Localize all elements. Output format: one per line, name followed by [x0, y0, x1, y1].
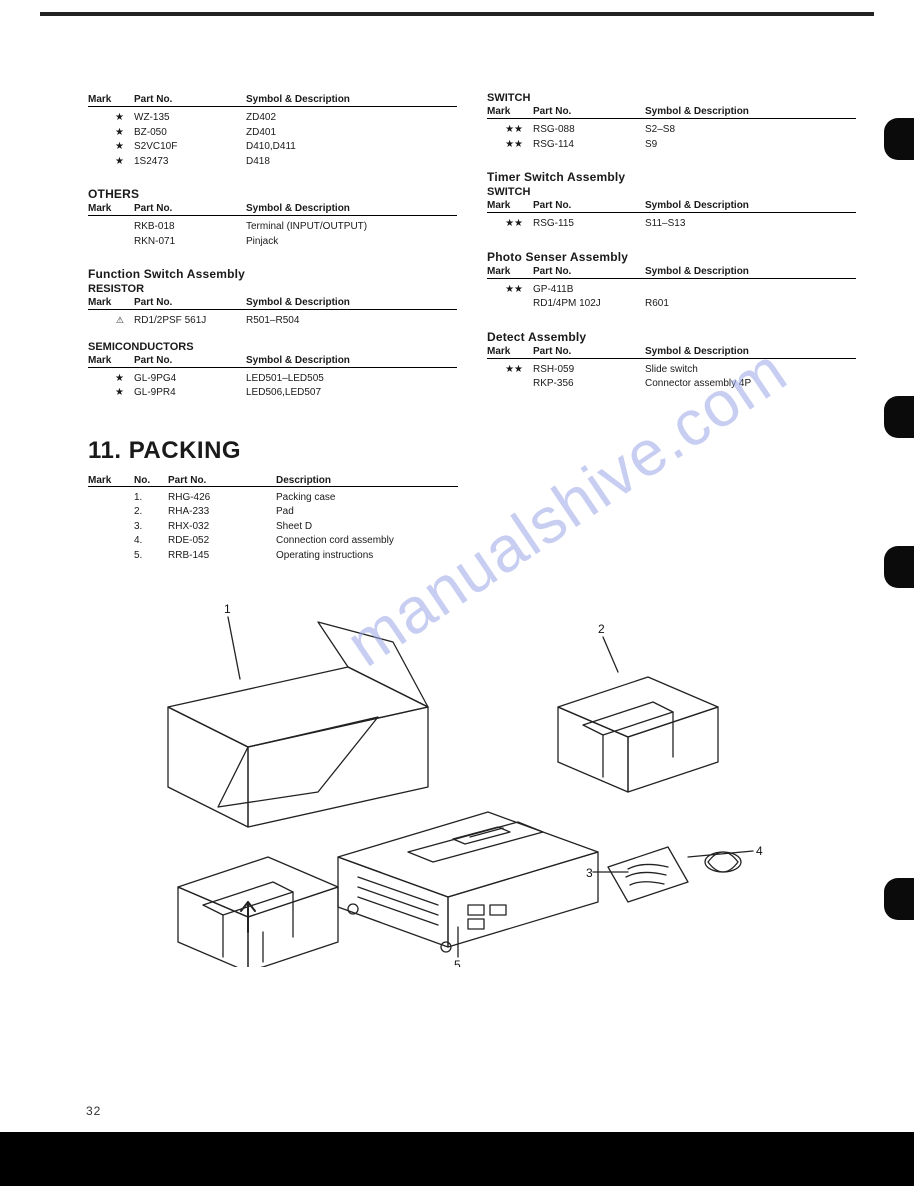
section-title-detect: Detect Assembly: [487, 330, 856, 344]
header-symdesc: Symbol & Description: [246, 94, 457, 105]
table-row: 5.RRB-145Operating instructions: [88, 549, 458, 564]
table-header: Mark Part No. Symbol & Description: [487, 106, 856, 119]
section-title-function-switch: Function Switch Assembly: [88, 267, 457, 281]
binder-tab: [884, 118, 914, 160]
table-row: ★★RSG-088S2–S8: [487, 123, 856, 138]
table-header: Mark Part No. Symbol & Description: [88, 94, 457, 107]
table-row: 3.RHX-032Sheet D: [88, 520, 458, 535]
table-row: ★★GP-411B: [487, 283, 856, 298]
right-column: SWITCH Mark Part No. Symbol & Descriptio…: [487, 92, 856, 411]
table-row: ★GL-9PG4LED501–LED505: [88, 372, 457, 387]
table-row: ★S2VC10FD410,D411: [88, 140, 457, 155]
top-border-rule: [40, 12, 874, 16]
table-row: ★★RSH-059Slide switch: [487, 363, 856, 378]
page-number: 32: [86, 1104, 101, 1118]
bottom-black-band: [0, 1132, 914, 1186]
table-row: ⚠RD1/2PSF 561JR501–R504: [88, 314, 457, 329]
table-header: Mark Part No. Symbol & Description: [88, 297, 457, 310]
callout-2b: 2: [259, 964, 266, 967]
left-column: Mark Part No. Symbol & Description ★WZ-1…: [88, 92, 457, 411]
table-header: Mark Part No. Symbol & Description: [487, 200, 856, 213]
table-row: ★WZ-135ZD402: [88, 111, 457, 126]
packing-table-header: Mark No. Part No. Description: [88, 475, 458, 487]
table-row: ★GL-9PR4LED506,LED507: [88, 386, 457, 401]
binder-tab: [884, 546, 914, 588]
table-row: ★1S2473D418: [88, 155, 457, 170]
section-title-others: OTHERS: [88, 187, 457, 201]
callout-3: 3: [586, 866, 593, 880]
header-partno: Part No.: [134, 94, 246, 105]
table-row: 1.RHG-426Packing case: [88, 491, 458, 506]
table-row: ★★RSG-114S9: [487, 138, 856, 153]
table-row: RKN-071Pinjack: [88, 235, 457, 250]
table-header: Mark Part No. Symbol & Description: [487, 266, 856, 279]
subsection-title-switch: SWITCH: [487, 92, 856, 104]
table-row: RKP-356Connector assembly 4P: [487, 377, 856, 392]
binder-tab: [884, 396, 914, 438]
table-header: Mark Part No. Symbol & Description: [88, 355, 457, 368]
callout-5: 5: [454, 958, 461, 967]
header-mark: Mark: [88, 94, 134, 105]
callout-1: 1: [224, 602, 231, 616]
section-heading-packing: 11. PACKING: [88, 437, 856, 465]
callout-4: 4: [756, 844, 763, 858]
table-header: Mark Part No. Symbol & Description: [88, 203, 457, 216]
caution-icon: ⚠: [88, 314, 134, 329]
subsection-title-switch: SWITCH: [487, 186, 856, 198]
binder-tab: [884, 878, 914, 920]
table-row: 4.RDE-052Connection cord assembly: [88, 534, 458, 549]
callout-2: 2: [598, 622, 605, 636]
table-row: RD1/4PM 102JR601: [487, 297, 856, 312]
subsection-title-semiconductors: SEMICONDUCTORS: [88, 341, 457, 353]
subsection-title-resistor: RESISTOR: [88, 283, 457, 295]
section-title-timer-switch: Timer Switch Assembly: [487, 170, 856, 184]
table-row: ★★RSG-115S11–S13: [487, 217, 856, 232]
packing-exploded-diagram: 1 2 3 4 5 2: [88, 587, 768, 967]
table-row: 2.RHA-233Pad: [88, 505, 458, 520]
section-title-photo-senser: Photo Senser Assembly: [487, 250, 856, 264]
table-header: Mark Part No. Symbol & Description: [487, 346, 856, 359]
table-row: ★BZ-050ZD401: [88, 126, 457, 141]
table-row: RKB-018Terminal (INPUT/OUTPUT): [88, 220, 457, 235]
